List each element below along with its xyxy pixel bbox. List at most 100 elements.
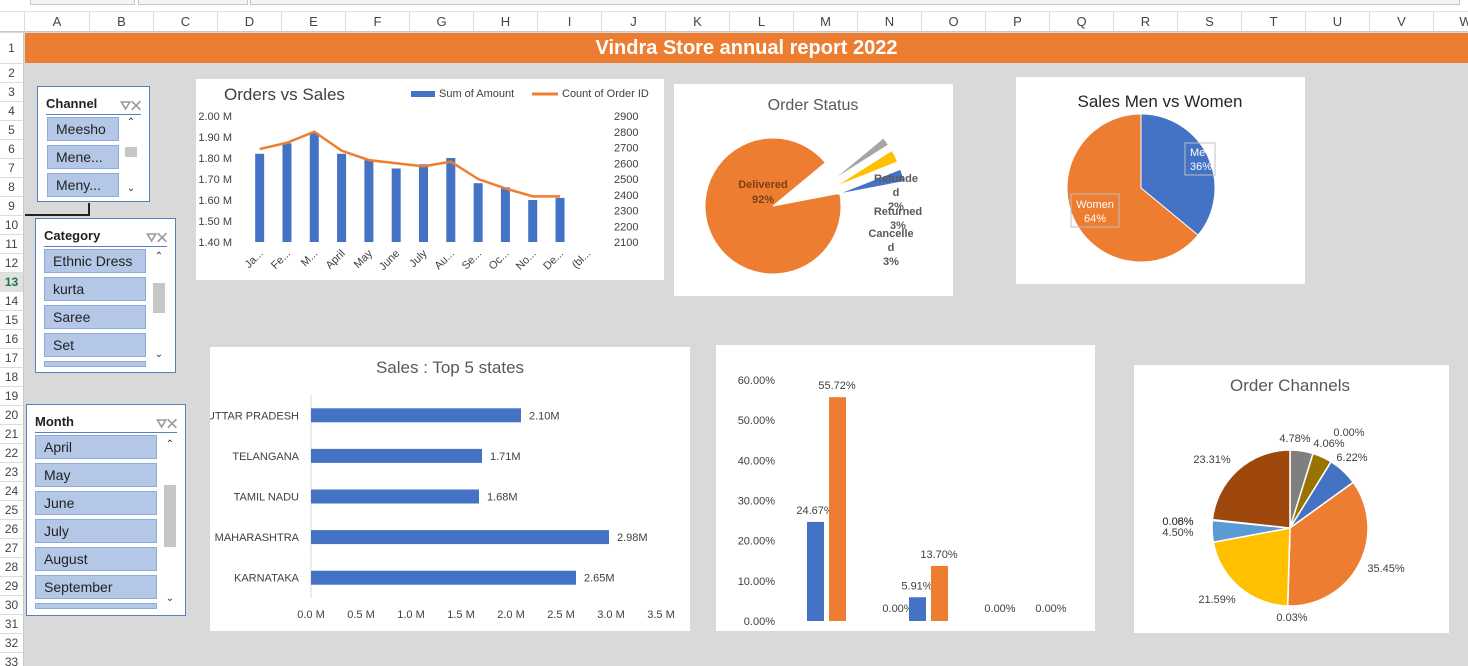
slicer-item[interactable]: May — [35, 463, 157, 487]
row-header[interactable]: 31 — [0, 615, 24, 634]
slicer-month[interactable]: Month ⛛✕ April May June July August Sept… — [26, 404, 186, 616]
row-header[interactable]: 10 — [0, 216, 24, 235]
column-header[interactable]: C — [154, 12, 218, 32]
row-header[interactable]: 9 — [0, 197, 24, 216]
column-header[interactable]: P — [986, 12, 1050, 32]
row-header[interactable]: 14 — [0, 292, 24, 311]
slicer-item[interactable]: Saree — [44, 305, 146, 329]
row-header[interactable]: 32 — [0, 634, 24, 653]
column-header[interactable]: R — [1114, 12, 1178, 32]
row-header[interactable]: 6 — [0, 140, 24, 159]
column-header[interactable]: A — [25, 12, 90, 32]
column-header[interactable]: S — [1178, 12, 1242, 32]
column-header[interactable]: N — [858, 12, 922, 32]
row-header[interactable]: 15 — [0, 311, 24, 330]
clear-filter-icon[interactable]: ⛛✕ — [146, 230, 167, 245]
chevron-up-icon[interactable]: ⌃ — [154, 251, 164, 262]
column-header[interactable]: U — [1306, 12, 1370, 32]
row-header[interactable]: 1 — [0, 33, 24, 64]
row-header[interactable]: 11 — [0, 235, 24, 254]
row-header[interactable]: 17 — [0, 349, 24, 368]
chart-percent-bars[interactable]: 60.00% 50.00% 40.00% 30.00% 20.00% 10.00% 0.00… — [716, 345, 1095, 631]
slicer-item[interactable]: Meesho — [47, 117, 119, 141]
slicer-item[interactable]: Ethnic Dress — [44, 249, 146, 273]
slicer-item[interactable] — [35, 603, 157, 609]
slicer-scrollbar[interactable]: ⌃ ⌄ — [152, 249, 166, 365]
x-tick-label: April — [324, 248, 348, 272]
slicer-item[interactable]: Mene... — [47, 145, 119, 169]
row-header[interactable]: 5 — [0, 121, 24, 140]
row-header[interactable]: 30 — [0, 596, 24, 615]
column-header[interactable]: M — [794, 12, 858, 32]
row-header[interactable]: 18 — [0, 368, 24, 387]
row-header[interactable]: 22 — [0, 444, 24, 463]
chevron-down-icon[interactable]: ⌄ — [165, 593, 175, 604]
slicer-item[interactable]: April — [35, 435, 157, 459]
slicer-item[interactable] — [44, 361, 146, 367]
row-header[interactable]: 23 — [0, 463, 24, 482]
clear-filter-icon[interactable]: ⛛✕ — [120, 98, 141, 113]
column-header[interactable]: B — [90, 12, 154, 32]
chart-sales-men-vs-women[interactable]: Sales Men vs Women Me 36% Women 64% — [1016, 77, 1305, 284]
sheet-tab[interactable] — [250, 0, 1460, 5]
column-header[interactable]: W — [1434, 12, 1468, 32]
column-header[interactable]: L — [730, 12, 794, 32]
row-header[interactable]: 7 — [0, 159, 24, 178]
slicer-category[interactable]: Category ⛛✕ Ethnic Dress kurta Saree Set… — [35, 218, 176, 373]
slicer-item[interactable]: September — [35, 575, 157, 599]
chart-orders-vs-sales[interactable]: Orders vs Sales Sum of Amount Count of Ord… — [196, 79, 664, 280]
row-header[interactable]: 26 — [0, 520, 24, 539]
slicer-scrollbar[interactable]: ⌃ ⌄ — [163, 435, 177, 611]
column-header[interactable]: I — [538, 12, 602, 32]
row-header[interactable]: 13 — [0, 273, 24, 292]
column-header[interactable]: D — [218, 12, 282, 32]
chart-order-channels[interactable]: Order Channels 4.78% 4.06% 0.00% 6.22% 35.45%… — [1134, 365, 1449, 633]
row-header[interactable]: 19 — [0, 387, 24, 406]
scroll-thumb[interactable] — [164, 485, 176, 547]
row-header[interactable]: 25 — [0, 501, 24, 520]
column-header[interactable]: H — [474, 12, 538, 32]
slicer-channel[interactable]: Channel ⛛✕ Meesho Mene... Meny... ⌃ ⌄ — [37, 86, 150, 202]
column-header[interactable]: J — [602, 12, 666, 32]
row-header[interactable]: 20 — [0, 406, 24, 425]
column-header[interactable]: F — [346, 12, 410, 32]
row-header[interactable]: 27 — [0, 539, 24, 558]
slicer-scrollbar[interactable]: ⌃ ⌄ — [124, 117, 138, 197]
row-header[interactable]: 2 — [0, 64, 24, 83]
row-header[interactable]: 12 — [0, 254, 24, 273]
scroll-thumb[interactable] — [153, 283, 165, 313]
column-header[interactable]: T — [1242, 12, 1306, 32]
row-header[interactable]: 33 — [0, 653, 24, 666]
column-header[interactable]: G — [410, 12, 474, 32]
row-header[interactable]: 24 — [0, 482, 24, 501]
sheet-tab[interactable] — [138, 0, 248, 5]
slicer-item[interactable]: Set — [44, 333, 146, 357]
column-header[interactable]: K — [666, 12, 730, 32]
slicer-item[interactable]: June — [35, 491, 157, 515]
chevron-down-icon[interactable]: ⌄ — [154, 349, 164, 360]
chevron-up-icon[interactable]: ⌃ — [165, 439, 175, 450]
chevron-up-icon[interactable]: ⌃ — [126, 117, 136, 128]
column-header[interactable]: Q — [1050, 12, 1114, 32]
clear-filter-icon[interactable]: ⛛✕ — [156, 416, 177, 431]
slicer-item[interactable]: July — [35, 519, 157, 543]
row-header[interactable]: 28 — [0, 558, 24, 577]
slicer-item[interactable]: August — [35, 547, 157, 571]
row-header[interactable]: 21 — [0, 425, 24, 444]
orders-vs-sales-svg: Orders vs Sales Sum of Amount Count of Ord… — [198, 85, 649, 273]
slicer-item[interactable]: Meny... — [47, 173, 119, 197]
scroll-thumb[interactable] — [125, 147, 137, 157]
row-header[interactable]: 3 — [0, 83, 24, 102]
column-header[interactable]: E — [282, 12, 346, 32]
slicer-item[interactable]: kurta — [44, 277, 146, 301]
row-header[interactable]: 29 — [0, 577, 24, 596]
chart-order-status[interactable]: Order Status Delivered 92% Refunde d 2% Return… — [674, 84, 953, 296]
row-header[interactable]: 4 — [0, 102, 24, 121]
chevron-down-icon[interactable]: ⌄ — [126, 183, 136, 194]
sheet-tab[interactable] — [30, 0, 135, 5]
row-header[interactable]: 16 — [0, 330, 24, 349]
chart-top5-states[interactable]: Sales : Top 5 states UTTAR PRADESH 2.10M TE… — [207, 347, 690, 631]
column-header[interactable]: O — [922, 12, 986, 32]
row-header[interactable]: 8 — [0, 178, 24, 197]
column-header[interactable]: V — [1370, 12, 1434, 32]
